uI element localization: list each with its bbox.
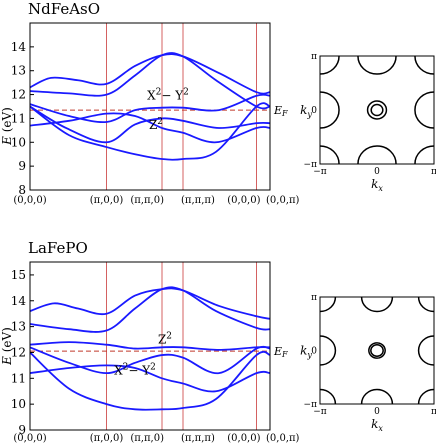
band-line-2 xyxy=(29,286,271,333)
x-tick-label: (π,π,0) xyxy=(130,433,164,444)
y-tick-label: 14 xyxy=(11,294,27,308)
x-tick-label: (0,0,0) xyxy=(13,195,46,206)
band-line-6 xyxy=(29,350,271,411)
x-tick-label: (π,π,π) xyxy=(181,433,215,444)
y-tick-label: 8 xyxy=(18,183,26,197)
kx-tick-label: 0 xyxy=(374,167,380,177)
fermi-level-label: EF xyxy=(273,345,288,359)
plot-frame xyxy=(29,261,271,431)
y-tick-label: 9 xyxy=(18,159,26,173)
x-tick-label: (0,0,π) xyxy=(266,433,300,444)
kx-tick-label: 0 xyxy=(374,407,380,417)
y-tick-label: 14 xyxy=(11,40,27,54)
ky-axis-label: ky xyxy=(300,103,312,119)
ky-axis-label: ky xyxy=(300,344,312,360)
kx-tick-label: −π xyxy=(313,407,327,417)
y-tick-label: 11 xyxy=(11,371,26,385)
y-tick-label: 13 xyxy=(11,64,26,78)
fermi-frame xyxy=(319,55,435,165)
fermi-surface-ndfeaso: −π−π 0 0 π π kx ky xyxy=(300,52,436,193)
x-tick-label: (π,π,π) xyxy=(181,195,215,206)
band-panel-lafepo: LaFePO E (eV) EF 9 10 11 12 13 14 15 (0,0,0) (π,0… xyxy=(0,239,300,444)
y-tick-label: 9 xyxy=(18,423,26,437)
orbital-annotation: Z2 xyxy=(149,117,163,132)
ky-tick-label: −π xyxy=(304,160,318,170)
band-line-1 xyxy=(29,287,271,320)
x-tick-label: (0,0,0) xyxy=(13,433,46,444)
band-panel-ndfeaso: NdFeAsO E (eV) EF 8 9 10 11 12 13 14 (0,0,0) (π,0… xyxy=(0,0,300,206)
ky-tick-label: 0 xyxy=(311,347,317,357)
ky-tick-label: 0 xyxy=(311,106,317,116)
band-line-4 xyxy=(29,105,271,144)
x-tick-label: (0,0,π) xyxy=(266,195,300,206)
plot-frame xyxy=(29,22,271,191)
y-tick-label: 13 xyxy=(11,320,26,334)
plot-area: EF 9 10 11 12 13 14 15 (0,0,0) (π,0,0) (π,π,0) (π,π… xyxy=(11,261,300,444)
kx-tick-label: −π xyxy=(313,167,327,177)
kx-tick-label: π xyxy=(431,407,436,417)
kx-axis-label: kx xyxy=(371,417,383,433)
x-tick-label: (π,π,0) xyxy=(130,195,164,206)
y-tick-label: 12 xyxy=(11,88,26,102)
band-line-6 xyxy=(29,102,271,161)
y-tick-label: 10 xyxy=(11,135,26,149)
band-line-5 xyxy=(29,364,271,393)
fermi-pocket-center xyxy=(370,343,384,358)
orbital-annotation: Z2 xyxy=(158,331,172,346)
x-tick-label: (π,0,0) xyxy=(90,195,124,206)
fermi-pocket-center xyxy=(368,342,386,359)
fermi-pocket xyxy=(417,335,434,366)
y-axis-label: E (eV) xyxy=(0,327,14,366)
fermi-frame xyxy=(319,296,435,405)
fermi-surface-lafepo: −π−π 0 0 π π kx ky xyxy=(300,293,436,433)
x-tick-label: (0,0,0) xyxy=(227,433,260,444)
ky-tick-label: π xyxy=(311,293,317,303)
panel-title: NdFeAsO xyxy=(28,0,100,18)
x-tick-label: (π,0,0) xyxy=(90,433,124,444)
plot-area: EF 8 9 10 11 12 13 14 (0,0,0) (π,0,0) (π,π,0) (π,π,… xyxy=(11,22,300,206)
band-line-1 xyxy=(29,53,271,95)
orbital-annotation: X2− Y2 xyxy=(114,362,156,377)
band-line-3 xyxy=(29,341,271,351)
ky-tick-label: π xyxy=(311,52,317,62)
y-tick-label: 10 xyxy=(11,397,26,411)
fermi-pocket-center xyxy=(370,103,384,117)
ky-tick-label: −π xyxy=(304,400,318,410)
fermi-pocket xyxy=(414,91,434,129)
kx-axis-label: kx xyxy=(371,177,383,193)
fermi-pocket-center xyxy=(366,100,388,120)
y-tick-label: 11 xyxy=(11,111,26,125)
orbital-annotation: X2− Y2 xyxy=(147,87,189,102)
y-tick-label: 12 xyxy=(11,345,26,359)
panel-title: LaFePO xyxy=(28,239,88,257)
y-axis-label: E (eV) xyxy=(0,107,14,146)
fermi-level-label: EF xyxy=(273,104,288,118)
band-line-5 xyxy=(29,112,271,144)
x-tick-label: (0,0,0) xyxy=(227,195,260,206)
kx-tick-label: π xyxy=(431,167,436,177)
y-tick-label: 15 xyxy=(11,268,26,282)
